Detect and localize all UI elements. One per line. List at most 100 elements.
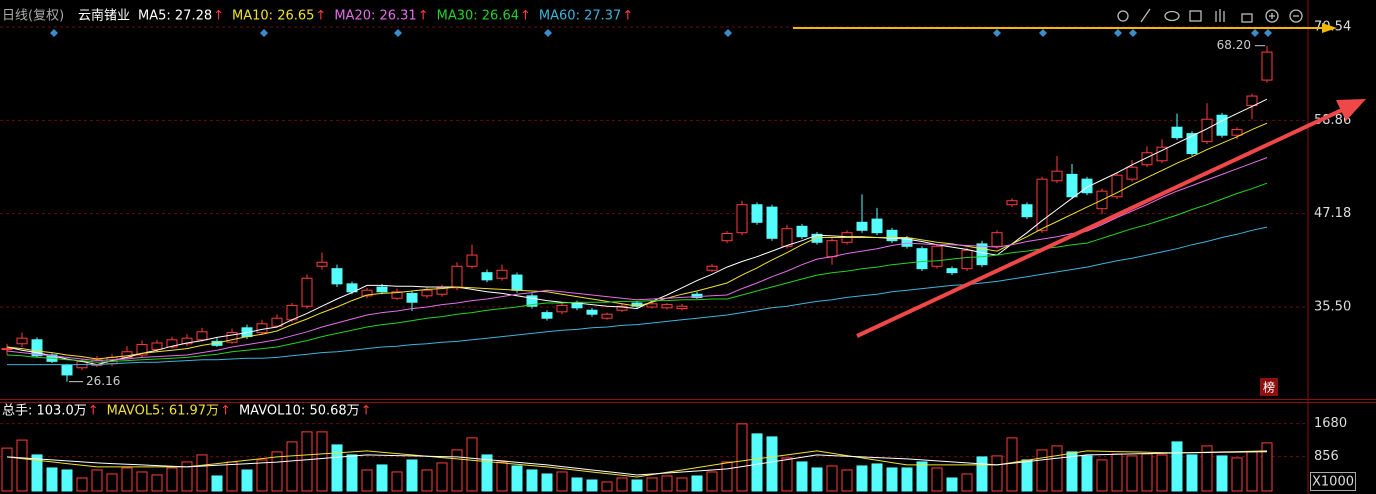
- legend-arrow: ↑: [520, 9, 531, 24]
- volume-bar: [271, 451, 283, 492]
- volume-bar: [736, 423, 748, 492]
- volume-bar: [61, 469, 73, 492]
- volume-bar: [841, 469, 853, 492]
- event-marker[interactable]: [1129, 29, 1137, 37]
- ma-line: [6, 122, 1268, 360]
- view-icon[interactable]: [1164, 10, 1180, 22]
- candle-body: [376, 286, 388, 293]
- ma-line: [6, 182, 1268, 363]
- volume-bar: [646, 477, 658, 492]
- candle-body: [316, 261, 328, 267]
- mavol-line: [6, 450, 1268, 478]
- ma-line: [7, 226, 1268, 366]
- volume-bar: [181, 461, 193, 492]
- zoom-in-icon[interactable]: [1269, 13, 1275, 19]
- volume-bar: [676, 477, 688, 492]
- candle-body: [256, 323, 268, 334]
- volume-bar: [481, 454, 493, 492]
- legend-arrow: ↑: [315, 9, 326, 24]
- candle-body: [331, 268, 343, 285]
- volume-bar: [1036, 449, 1048, 492]
- candle-body: [1066, 173, 1078, 198]
- candle-body: [526, 295, 538, 307]
- event-marker[interactable]: [1114, 29, 1122, 37]
- min-label: 26.16: [86, 374, 120, 388]
- candle-body: [796, 225, 808, 238]
- event-marker[interactable]: [1039, 29, 1047, 37]
- volume-bar: [31, 454, 43, 492]
- candle-body: [766, 206, 778, 239]
- volume-bar: [16, 439, 28, 492]
- volume-bar: [496, 461, 508, 492]
- candle-body: [556, 304, 568, 313]
- candle-body: [226, 332, 238, 343]
- event-marker[interactable]: [1251, 29, 1259, 37]
- event-marker[interactable]: [724, 29, 732, 37]
- candle-body: [931, 245, 943, 267]
- candle-body: [166, 339, 178, 348]
- zoom-out-icon[interactable]: [1289, 9, 1303, 23]
- volume-bar: [871, 463, 883, 492]
- candle-body: [916, 248, 928, 270]
- event-marker[interactable]: [260, 29, 268, 37]
- volume-bar: [451, 449, 463, 492]
- candle-body: [646, 303, 658, 308]
- event-marker[interactable]: [394, 29, 402, 37]
- gift-icon[interactable]: [1189, 10, 1202, 22]
- candle-body: [1171, 126, 1183, 139]
- candle-body: [541, 312, 553, 319]
- candle-body: [736, 204, 748, 234]
- volume-bar: [286, 441, 298, 492]
- legend-arrow: ↑: [220, 404, 231, 419]
- event-marker[interactable]: [993, 29, 1001, 37]
- volume-bar: [166, 467, 178, 492]
- hand-icon[interactable]: [1215, 9, 1225, 22]
- candle-body: [976, 243, 988, 266]
- lock-icon[interactable]: [1241, 13, 1253, 23]
- settings-icon[interactable]: [1117, 10, 1129, 22]
- volume-bar: [541, 473, 553, 492]
- volume-bar: [256, 459, 268, 492]
- volume-bar: [346, 454, 358, 492]
- trend-arrow-head: [1336, 99, 1366, 121]
- event-marker[interactable]: [544, 29, 552, 37]
- candle-body: [781, 228, 793, 247]
- ma-line: [6, 157, 1268, 362]
- candle-body: [1111, 174, 1123, 198]
- candle-body: [826, 240, 838, 258]
- candle-body: [496, 269, 508, 279]
- candle-body: [346, 283, 358, 293]
- candle-body: [31, 339, 43, 357]
- candle-body: [601, 313, 613, 319]
- candle-body: [451, 265, 463, 289]
- y-tick-label: 856: [1314, 449, 1339, 464]
- candle-body: [946, 268, 958, 274]
- event-marker[interactable]: [50, 29, 58, 37]
- legend-arrow: ↑: [213, 9, 224, 24]
- volume-bar: [691, 475, 703, 492]
- candle-body: [1246, 95, 1258, 107]
- candle-body: [1201, 118, 1213, 143]
- candle-body: [151, 342, 163, 350]
- candle-body: [1, 348, 13, 351]
- volume-bar: [1066, 451, 1078, 492]
- legend-arrow: ↑: [622, 9, 633, 24]
- volume-bar: [1156, 454, 1168, 492]
- ma-line: [6, 98, 1268, 366]
- toolbar: [1117, 8, 1303, 23]
- volume-bar: [916, 461, 928, 492]
- candle-body: [961, 249, 973, 270]
- volume-bar: [796, 461, 808, 492]
- volume-bar: [196, 454, 208, 492]
- volume-bar: [781, 457, 793, 492]
- y-tick-label: 47.18: [1314, 206, 1351, 221]
- volume-bar: [556, 471, 568, 492]
- candle-body: [1036, 178, 1048, 231]
- badge[interactable]: 榜: [1263, 380, 1275, 395]
- volume-bar: [511, 465, 523, 492]
- zoom-in-icon[interactable]: [1265, 9, 1279, 23]
- stock-name: 云南锗业: [78, 8, 130, 24]
- draw-icon[interactable]: [1140, 8, 1151, 23]
- volume-bar: [856, 465, 868, 492]
- event-marker[interactable]: [1264, 29, 1272, 37]
